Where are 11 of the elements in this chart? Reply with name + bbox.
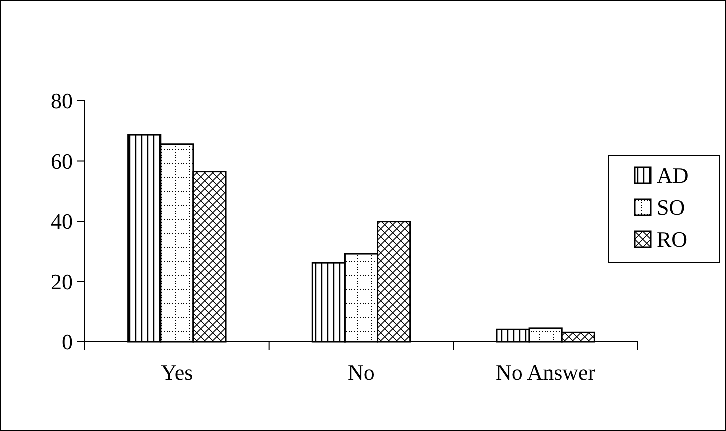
y-tick-label: 0 <box>62 330 73 355</box>
legend-label: SO <box>657 195 686 220</box>
y-tick-label: 60 <box>51 148 73 174</box>
y-tick-label: 20 <box>51 269 73 294</box>
y-tick-label: 80 <box>51 88 73 114</box>
x-tick-label: No Answer <box>496 360 596 385</box>
x-tick-label: No <box>348 360 375 385</box>
legend-label: RO <box>657 227 688 252</box>
legend-label: AD <box>657 163 689 188</box>
x-tick-label: Yes <box>161 360 194 385</box>
y-tick-label: 40 <box>51 209 73 234</box>
